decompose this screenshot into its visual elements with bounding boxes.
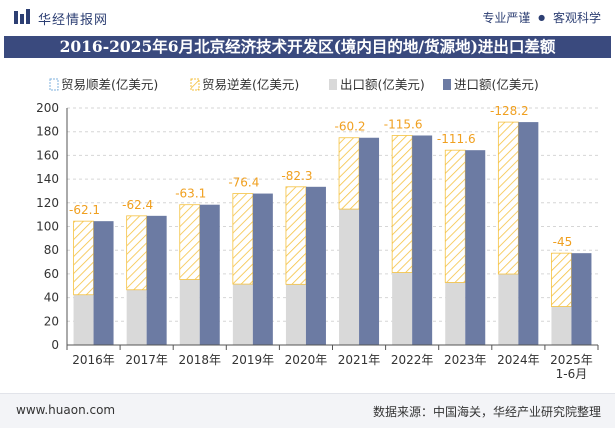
data-labels: -62.1 -62.4 -63.1 -76.4 -82.3 -60.2 -115.6 -111… bbox=[69, 104, 572, 249]
import-bar bbox=[465, 150, 486, 345]
x-tick-label: 2016年 bbox=[72, 353, 115, 367]
x-tick-label: 2020年 bbox=[285, 353, 328, 367]
brand-name: 华经情报网 bbox=[38, 13, 109, 28]
y-tick-label: 80 bbox=[44, 243, 59, 257]
deficit-value-label: -62.1 bbox=[69, 203, 100, 217]
y-tick-label: 40 bbox=[44, 291, 59, 305]
legend-label: 贸易逆差(亿美元) bbox=[202, 77, 299, 92]
legend-label: 贸易顺差(亿美元) bbox=[61, 77, 158, 92]
x-tick-label: 2017年 bbox=[125, 353, 168, 367]
deficit-bar bbox=[73, 220, 94, 296]
tagline: 专业严谨 ● 客观科学 bbox=[482, 9, 601, 26]
bars bbox=[73, 121, 592, 345]
y-tick-label: 60 bbox=[44, 267, 59, 281]
deficit-bar bbox=[126, 215, 148, 291]
export-bar bbox=[232, 284, 253, 345]
tagline-separator: ● bbox=[538, 13, 546, 22]
import-bar bbox=[252, 193, 273, 345]
legend-swatch bbox=[190, 78, 200, 91]
export-bar bbox=[126, 289, 147, 345]
legend-label: 进口额(亿美元) bbox=[454, 77, 539, 92]
export-bar bbox=[551, 306, 572, 345]
y-tick-label: 140 bbox=[36, 172, 59, 186]
y-tick-label: 20 bbox=[44, 314, 59, 328]
export-bar bbox=[73, 294, 94, 345]
grid bbox=[67, 107, 598, 322]
legend: 贸易顺差(亿美元) 贸易逆差(亿美元) 出口额(亿美元) 进口额(亿美元) bbox=[49, 77, 539, 92]
import-bar bbox=[93, 221, 114, 345]
deficit-bar bbox=[551, 252, 572, 307]
y-axis: 0 20 40 60 80 100 120 140 160 180 200 bbox=[36, 101, 68, 352]
tagline-right: 客观科学 bbox=[552, 11, 601, 25]
x-axis: 2016年 2017年 2018年 2019年 2020年 2021年 2022年 2023年… bbox=[66, 344, 599, 381]
deficit-bar bbox=[497, 121, 519, 275]
deficit-bar bbox=[391, 135, 413, 273]
x-tick-label: 2019年 bbox=[232, 353, 275, 367]
deficit-value-label: -128.2 bbox=[490, 104, 529, 118]
import-bar bbox=[571, 253, 592, 345]
x-tick-label: 2022年 bbox=[391, 353, 434, 367]
footer-url[interactable]: www.huaon.com bbox=[16, 403, 116, 417]
x-tick-label: 2023年 bbox=[444, 353, 487, 367]
export-bar bbox=[339, 209, 360, 345]
export-bar bbox=[285, 284, 306, 345]
tagline-left: 专业严谨 bbox=[482, 11, 531, 25]
legend-swatch bbox=[329, 79, 337, 90]
y-tick-label: 0 bbox=[51, 338, 59, 352]
data-source: 数据来源：中国海关，华经产业研究院整理 bbox=[372, 405, 601, 419]
x-tick-label: 2018年 bbox=[178, 353, 221, 367]
legend-label: 出口额(亿美元) bbox=[340, 77, 425, 92]
y-tick-label: 100 bbox=[36, 220, 59, 234]
deficit-value-label: -63.1 bbox=[175, 187, 206, 201]
top-bar: 华经情报网 专业严谨 ● 客观科学 bbox=[0, 0, 615, 36]
deficit-bar bbox=[338, 137, 360, 210]
y-tick-label: 180 bbox=[36, 125, 59, 139]
export-bar bbox=[498, 274, 519, 345]
deficit-value-label: -111.6 bbox=[437, 132, 476, 146]
deficit-value-label: -115.6 bbox=[384, 117, 423, 131]
deficit-bar bbox=[444, 149, 466, 283]
legend-swatch bbox=[49, 78, 59, 91]
legend-swatch bbox=[443, 79, 451, 90]
x-tick-label: 2021年 bbox=[338, 353, 381, 367]
chart-title: 2016-2025年6月北京经济技术开发区(境内目的地/货源地)进出口差额 bbox=[4, 36, 611, 58]
deficit-bar bbox=[232, 193, 254, 285]
import-bar bbox=[199, 204, 220, 345]
deficit-value-label: -62.4 bbox=[122, 198, 153, 212]
export-bar bbox=[392, 272, 413, 345]
y-tick-label: 200 bbox=[36, 101, 59, 115]
deficit-value-label: -82.3 bbox=[281, 169, 312, 183]
footer: www.huaon.com 数据来源：中国海关，华经产业研究院整理 bbox=[0, 393, 615, 428]
import-bar bbox=[305, 186, 326, 345]
deficit-value-label: -76.4 bbox=[228, 176, 259, 190]
y-tick-label: 160 bbox=[36, 148, 59, 162]
deficit-bar bbox=[285, 186, 307, 285]
export-bar bbox=[445, 282, 466, 345]
y-tick-label: 120 bbox=[36, 196, 59, 210]
chart-area: 贸易顺差(亿美元) 贸易逆差(亿美元) 出口额(亿美元) 进口额(亿美元) 0 20 40… bbox=[36, 77, 599, 381]
x-tick-label: 2024年 bbox=[497, 353, 540, 367]
export-bar bbox=[179, 279, 200, 345]
import-bar bbox=[146, 215, 167, 345]
logo-icon bbox=[14, 9, 30, 24]
deficit-value-label: -45 bbox=[553, 235, 573, 249]
x-tick-label: 1-6月 bbox=[556, 367, 588, 381]
import-bar bbox=[359, 137, 380, 345]
import-bar bbox=[518, 122, 539, 345]
import-bar bbox=[412, 135, 433, 345]
x-tick-label: 2025年 bbox=[550, 353, 593, 367]
deficit-value-label: -60.2 bbox=[335, 120, 366, 134]
deficit-bar bbox=[179, 204, 201, 280]
